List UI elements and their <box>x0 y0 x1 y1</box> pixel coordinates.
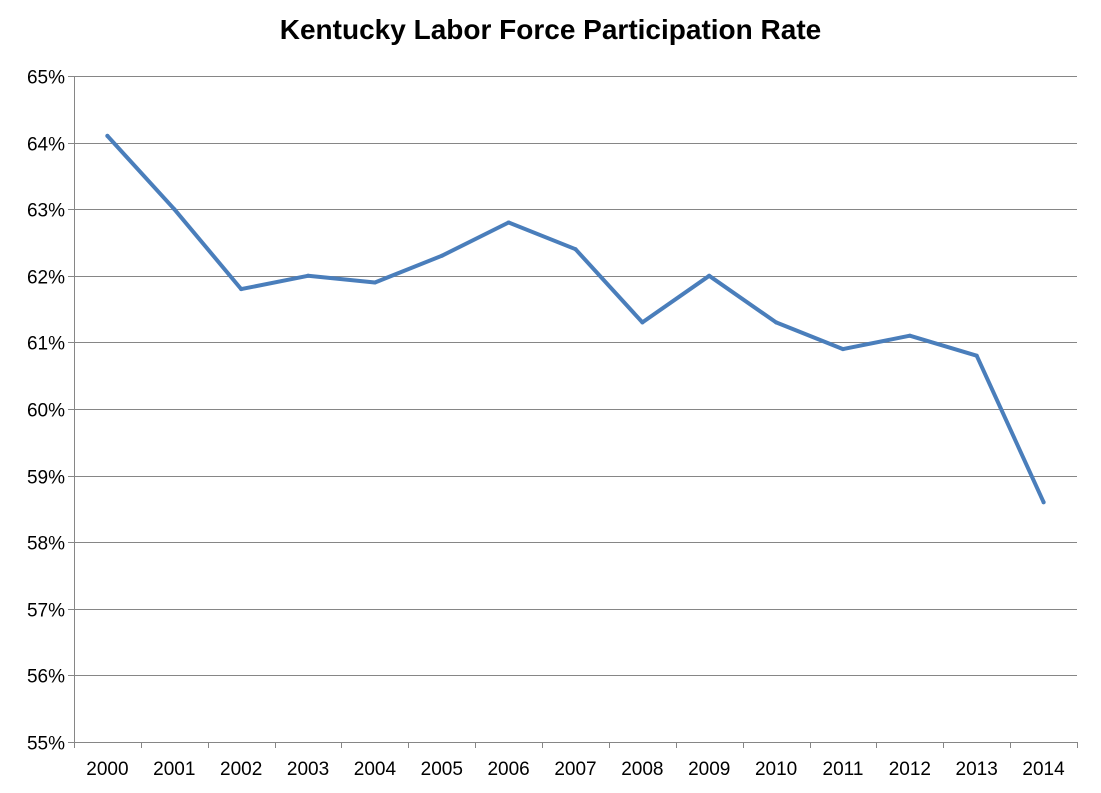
data-point <box>707 273 712 278</box>
x-tick-label: 2013 <box>956 759 998 780</box>
data-point <box>105 133 110 138</box>
data-point <box>239 287 244 292</box>
data-point <box>974 353 979 358</box>
data-point <box>439 253 444 258</box>
y-tick-label: 57% <box>27 601 65 622</box>
data-point <box>506 220 511 225</box>
data-point <box>1041 500 1046 505</box>
y-tick-labels: 55% 56% 57% 58% 59% 60% 61% 62% 63% 64% 65% <box>27 68 65 755</box>
y-tick-label: 61% <box>27 334 65 355</box>
x-tick-label: 2009 <box>688 759 730 780</box>
x-tick-label: 2006 <box>487 759 529 780</box>
y-tick-label: 63% <box>27 201 65 222</box>
x-tick-label: 2008 <box>621 759 663 780</box>
data-point <box>306 273 310 278</box>
y-tick-label: 55% <box>27 734 65 755</box>
x-tick-label: 2010 <box>755 759 797 780</box>
data-point <box>907 333 912 338</box>
x-tick-label: 2003 <box>287 759 329 780</box>
y-tick-label: 59% <box>27 468 65 489</box>
x-tick-label: 2012 <box>889 759 931 780</box>
series-layer <box>105 133 1046 505</box>
y-tick-label: 64% <box>27 135 65 156</box>
y-tick-label: 60% <box>27 401 65 422</box>
x-tick-label: 2005 <box>421 759 463 780</box>
x-tick-label: 2014 <box>1022 759 1065 780</box>
x-tick-label: 2011 <box>823 759 864 780</box>
y-tick-label: 65% <box>27 68 65 89</box>
x-tick-label: 2004 <box>354 759 397 780</box>
gridlines <box>74 76 1077 676</box>
data-point <box>172 207 177 212</box>
data-point <box>573 247 578 252</box>
x-tick-label: 2001 <box>153 759 195 780</box>
data-point <box>774 320 779 325</box>
y-tick-label: 56% <box>27 667 65 688</box>
y-tick-label: 62% <box>27 268 65 289</box>
axes <box>68 76 1078 748</box>
x-tick-label: 2002 <box>220 759 262 780</box>
y-tick-label: 58% <box>27 534 65 555</box>
x-tick-labels: 2000 2001 2002 2003 2004 2005 2006 2007 2008 2009… <box>86 759 1065 780</box>
data-point <box>372 280 377 285</box>
data-point <box>640 320 645 325</box>
x-tick-label: 2007 <box>554 759 596 780</box>
series-line <box>105 133 1046 505</box>
data-point <box>841 347 845 352</box>
x-tick-label: 2000 <box>86 759 128 780</box>
chart-title: Kentucky Labor Force Participation Rate <box>279 14 822 45</box>
